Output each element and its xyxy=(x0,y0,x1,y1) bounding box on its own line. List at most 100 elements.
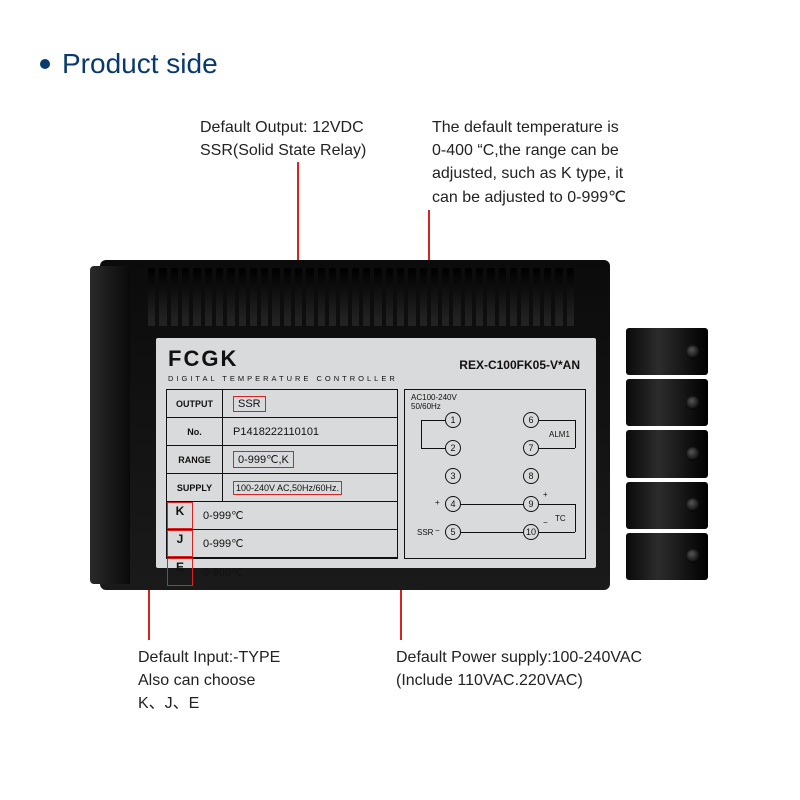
fin xyxy=(442,268,449,326)
diag-w3 xyxy=(461,504,523,505)
callout-power: Default Power supply:100-240VAC (Include… xyxy=(396,646,642,692)
diag-n8: 8 xyxy=(523,468,539,484)
fin xyxy=(182,268,189,326)
diag-w5 xyxy=(539,420,575,421)
device: FCGK REX-C100FK05-V*AN DIGITAL TEMPERATU… xyxy=(100,260,660,590)
spec-range-lab: RANGE xyxy=(167,446,223,473)
model-text: REX-C100FK05-V*AN xyxy=(459,358,580,372)
fin xyxy=(284,268,291,326)
fin xyxy=(272,268,279,326)
callout-input-l2: Also can choose xyxy=(138,669,280,692)
spec-e-val: 0-800℃ xyxy=(193,566,397,579)
callout-power-l1: Default Power supply:100-240VAC xyxy=(396,646,642,669)
fin xyxy=(171,268,178,326)
terminal xyxy=(626,379,708,426)
spec-e-lab: E xyxy=(167,558,193,586)
range-redbox: 0-999℃,K xyxy=(233,451,294,468)
fin xyxy=(374,268,381,326)
terminal xyxy=(626,430,708,477)
spec-supply-val: 100-240V AC,50Hz/60Hz. xyxy=(223,481,397,495)
fin xyxy=(408,268,415,326)
bullet-icon xyxy=(40,59,50,69)
fin xyxy=(510,268,517,326)
fin xyxy=(567,268,574,326)
fin xyxy=(306,268,313,326)
fin xyxy=(318,268,325,326)
diag-n10: 10 xyxy=(523,524,539,540)
spec-output-val: SSR xyxy=(223,396,397,412)
fin xyxy=(386,268,393,326)
spec-range-val: 0-999℃,K xyxy=(223,451,397,468)
fin xyxy=(397,268,404,326)
callout-temp-l1: The default temperature is xyxy=(432,116,732,139)
callout-temp-l2: 0-400 “C,the range can be xyxy=(432,139,732,162)
diag-tc: TC xyxy=(555,514,566,523)
diag-w7 xyxy=(539,504,575,505)
fin xyxy=(465,268,472,326)
fin xyxy=(487,268,494,326)
diag-header: AC100-240V50/60Hz xyxy=(411,394,457,412)
diag-w-ac xyxy=(421,420,422,448)
label-plate: FCGK REX-C100FK05-V*AN DIGITAL TEMPERATU… xyxy=(156,338,596,568)
callout-input: Default Input:-TYPE Also can choose K、J、… xyxy=(138,646,280,716)
fin xyxy=(521,268,528,326)
terminal xyxy=(626,328,708,375)
terminal xyxy=(626,533,708,580)
callout-temp-l4: can be adjusted to 0-999℃ xyxy=(432,186,732,209)
fin xyxy=(295,268,302,326)
diag-n1: 1 xyxy=(445,412,461,428)
diag-w1 xyxy=(421,420,445,421)
fin xyxy=(431,268,438,326)
device-body: FCGK REX-C100FK05-V*AN DIGITAL TEMPERATU… xyxy=(100,260,610,590)
brand-row: FCGK REX-C100FK05-V*AN xyxy=(166,346,586,372)
supply-redbox: 100-240V AC,50Hz/60Hz. xyxy=(233,481,342,495)
fin xyxy=(533,268,540,326)
callout-output: Default Output: 12VDC SSR(Solid State Re… xyxy=(200,116,366,162)
diag-ssr: SSR xyxy=(417,528,433,537)
spec-no-lab: No. xyxy=(167,418,223,445)
fin xyxy=(329,268,336,326)
fin xyxy=(193,268,200,326)
spec-j-val: 0-999℃ xyxy=(193,537,397,550)
fin xyxy=(453,268,460,326)
fin xyxy=(227,268,234,326)
spec-j-lab: J xyxy=(167,530,193,557)
fin xyxy=(363,268,370,326)
diag-n7: 7 xyxy=(523,440,539,456)
fin xyxy=(250,268,257,326)
diag-w8 xyxy=(539,532,575,533)
spec-no-val: P1418222110101 xyxy=(223,426,397,438)
plate-body: OUTPUT SSR No. P1418222110101 RANGE 0-99… xyxy=(166,389,586,559)
fin xyxy=(340,268,347,326)
fin xyxy=(205,268,212,326)
diag-w-alm xyxy=(575,420,576,448)
terminal-block xyxy=(626,328,708,580)
fin xyxy=(420,268,427,326)
device-fins xyxy=(148,268,574,326)
diag-n3: 3 xyxy=(445,468,461,484)
diag-w2 xyxy=(421,448,445,449)
fin xyxy=(261,268,268,326)
callout-input-l3: K、J、E xyxy=(138,692,280,715)
diag-n9: 9 xyxy=(523,496,539,512)
wiring-diagram: AC100-240V50/60Hz 1 2 3 4 5 6 7 8 9 10 xyxy=(404,389,586,559)
diag-w-tc xyxy=(575,504,576,532)
diag-n2: 2 xyxy=(445,440,461,456)
fin xyxy=(148,268,155,326)
spec-table: OUTPUT SSR No. P1418222110101 RANGE 0-99… xyxy=(166,389,398,559)
ssr-redbox: SSR xyxy=(233,396,266,412)
brand-text: FCGK xyxy=(168,346,238,372)
section-header: Product side xyxy=(40,48,218,80)
terminal xyxy=(626,482,708,529)
fin xyxy=(499,268,506,326)
fin xyxy=(352,268,359,326)
fin xyxy=(216,268,223,326)
fin xyxy=(544,268,551,326)
diag-w4 xyxy=(461,532,523,533)
spec-k-lab: K xyxy=(167,502,193,529)
diag-n6: 6 xyxy=(523,412,539,428)
callout-temp: The default temperature is 0-400 “C,the … xyxy=(432,116,732,209)
fin xyxy=(555,268,562,326)
device-front-face xyxy=(90,266,130,584)
spec-supply-lab: SUPPLY xyxy=(167,474,223,501)
